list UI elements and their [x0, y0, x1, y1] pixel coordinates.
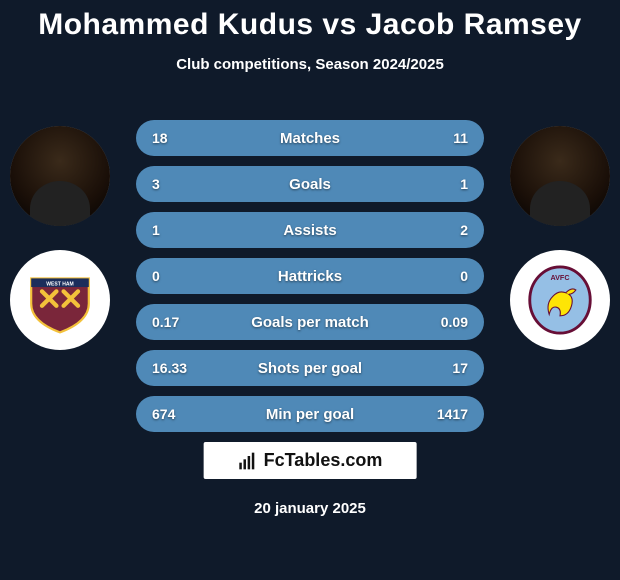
stat-left-value: 16.33: [152, 360, 202, 376]
aston-villa-crest-icon: AVFC: [524, 264, 596, 336]
stats-table: 18 Matches 11 3 Goals 1 1 Assists 2 0 Ha…: [136, 120, 484, 442]
page-title: Mohammed Kudus vs Jacob Ramsey: [0, 8, 620, 42]
svg-text:WEST HAM: WEST HAM: [46, 282, 73, 288]
stat-right-value: 17: [418, 360, 468, 376]
stat-right-value: 2: [418, 222, 468, 238]
stat-right-value: 1: [418, 176, 468, 192]
stat-row: 16.33 Shots per goal 17: [136, 350, 484, 386]
stat-row: 3 Goals 1: [136, 166, 484, 202]
svg-text:AVFC: AVFC: [550, 273, 569, 282]
chart-icon: [238, 451, 258, 471]
player-right-avatar: [510, 126, 610, 226]
stat-row: 0 Hattricks 0: [136, 258, 484, 294]
avatar-placeholder-icon: [10, 126, 110, 226]
stat-left-value: 674: [152, 406, 202, 422]
player-left-avatar: [10, 126, 110, 226]
stat-right-value: 11: [418, 130, 468, 146]
stat-row: 0.17 Goals per match 0.09: [136, 304, 484, 340]
stat-row: 18 Matches 11: [136, 120, 484, 156]
stat-right-value: 1417: [418, 406, 468, 422]
branding-text: FcTables.com: [264, 450, 383, 471]
stat-row: 1 Assists 2: [136, 212, 484, 248]
date-label: 20 january 2025: [0, 500, 620, 517]
stat-right-value: 0.09: [418, 314, 468, 330]
stat-left-value: 1: [152, 222, 202, 238]
avatar-placeholder-icon: [510, 126, 610, 226]
subtitle: Club competitions, Season 2024/2025: [0, 56, 620, 73]
stat-left-value: 0.17: [152, 314, 202, 330]
stat-left-value: 18: [152, 130, 202, 146]
comparison-card: Mohammed Kudus vs Jacob Ramsey Club comp…: [0, 0, 620, 580]
club-left-badge: WEST HAM: [10, 250, 110, 350]
stat-row: 674 Min per goal 1417: [136, 396, 484, 432]
stat-right-value: 0: [418, 268, 468, 284]
west-ham-crest-icon: WEST HAM: [24, 264, 96, 336]
stat-left-value: 3: [152, 176, 202, 192]
branding-badge: FcTables.com: [204, 442, 417, 479]
club-right-badge: AVFC: [510, 250, 610, 350]
stat-left-value: 0: [152, 268, 202, 284]
